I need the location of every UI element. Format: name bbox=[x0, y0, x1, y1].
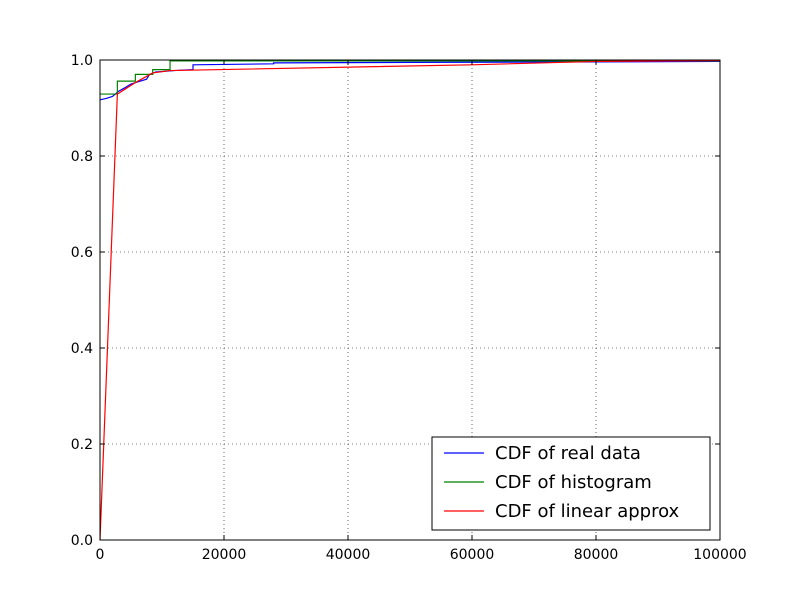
y-tick-label: 0.6 bbox=[71, 245, 93, 261]
ticks: 0 20000 40000 60000 80000 100000 0.0 0.2 0.4 0.6 0… bbox=[71, 53, 747, 563]
legend-label: CDF of histogram bbox=[495, 472, 652, 493]
legend-label: CDF of linear approx bbox=[495, 501, 680, 522]
series-group bbox=[99, 59, 721, 541]
y-tick-label: 1.0 bbox=[71, 53, 93, 69]
y-tick-label: 0.2 bbox=[71, 437, 93, 453]
y-tick-label: 0.4 bbox=[71, 341, 93, 357]
plot-frame bbox=[99, 59, 721, 541]
y-tick-label: 0.8 bbox=[71, 149, 93, 165]
legend: CDF of real data CDF of histogram CDF of l… bbox=[431, 436, 711, 531]
x-tick-label: 20000 bbox=[202, 547, 247, 563]
x-tick-label: 40000 bbox=[326, 547, 371, 563]
legend-label: CDF of real data bbox=[495, 443, 641, 464]
x-tick-label: 100000 bbox=[693, 547, 746, 563]
y-tick-label: 0.0 bbox=[71, 533, 93, 549]
series-line-2 bbox=[100, 60, 720, 95]
x-tick-label: 60000 bbox=[450, 547, 495, 563]
x-tick-label: 0 bbox=[96, 547, 105, 563]
x-tick-label: 80000 bbox=[574, 547, 619, 563]
series-line-3 bbox=[99, 59, 721, 541]
